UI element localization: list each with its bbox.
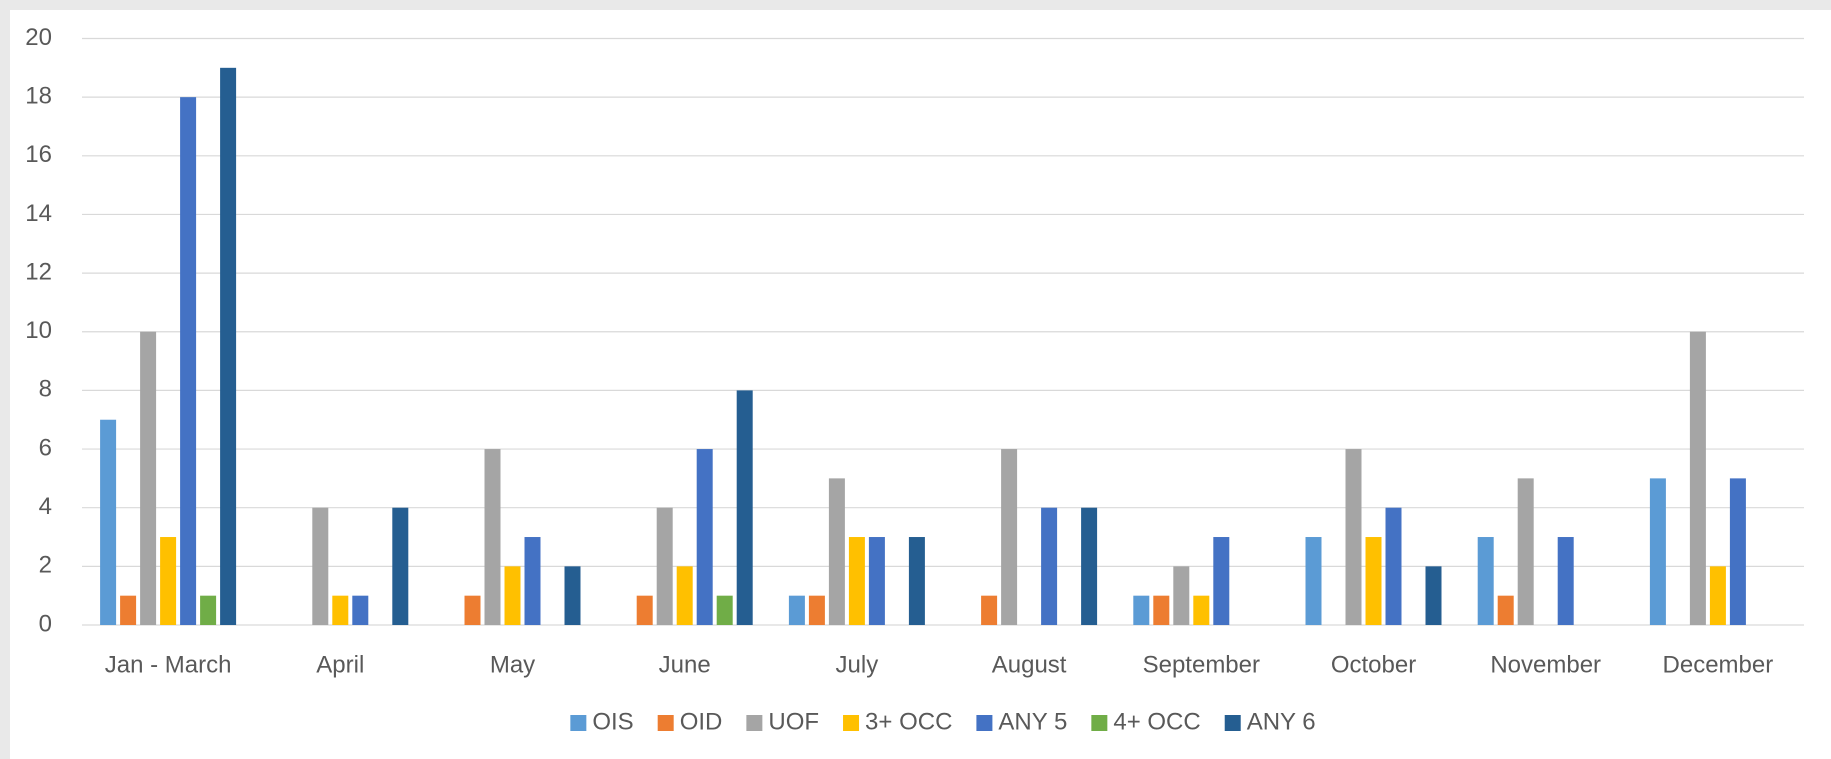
- bar: [1041, 507, 1058, 625]
- legend-swatch: [843, 715, 860, 731]
- bar: [788, 595, 805, 625]
- x-tick-label: May: [490, 651, 535, 678]
- bar: [808, 595, 825, 625]
- legend-label: OIS: [592, 708, 633, 735]
- bar: [464, 595, 481, 625]
- y-tick-label: 14: [25, 200, 52, 227]
- bar: [1345, 449, 1362, 625]
- x-tick-label: Jan - March: [105, 651, 232, 678]
- bar: [676, 566, 693, 625]
- bar: [564, 566, 581, 625]
- bar: [656, 507, 673, 625]
- bar: [1305, 537, 1322, 625]
- bar: [981, 595, 998, 625]
- bar: [220, 67, 237, 625]
- y-tick-label: 6: [39, 434, 52, 461]
- y-tick-label: 16: [25, 141, 52, 168]
- bar: [200, 595, 217, 625]
- x-tick-label: October: [1331, 651, 1416, 678]
- x-tick-label: December: [1663, 651, 1774, 678]
- x-tick-label: November: [1490, 651, 1601, 678]
- legend-swatch: [1224, 715, 1241, 731]
- bar: [696, 449, 713, 625]
- bar: [1081, 507, 1098, 625]
- bar: [868, 537, 885, 625]
- x-tick-label: June: [659, 651, 711, 678]
- bar: [1365, 537, 1382, 625]
- y-tick-label: 10: [25, 317, 52, 344]
- legend-label: OID: [680, 708, 723, 735]
- bar: [484, 449, 501, 625]
- bar: [1001, 449, 1018, 625]
- bar: [100, 419, 117, 625]
- bar: [1649, 478, 1666, 625]
- bar: [140, 331, 157, 625]
- bar: [1709, 566, 1726, 625]
- bar: [716, 595, 733, 625]
- bar: [1385, 507, 1402, 625]
- bar: [1425, 566, 1442, 625]
- bar: [1193, 595, 1210, 625]
- bar: [1517, 478, 1534, 625]
- bar: [736, 390, 753, 625]
- y-tick-label: 20: [25, 24, 52, 51]
- legend-label: 4+ OCC: [1113, 708, 1200, 735]
- bar: [312, 507, 329, 625]
- legend-label: ANY 6: [1247, 708, 1316, 735]
- y-tick-label: 0: [39, 610, 52, 637]
- chart-background: [10, 10, 1831, 759]
- bar: [1497, 595, 1514, 625]
- bar: [332, 595, 349, 625]
- y-tick-label: 8: [39, 376, 52, 403]
- legend-swatch: [657, 715, 674, 731]
- legend-swatch: [1091, 715, 1108, 731]
- legend-label: 3+ OCC: [865, 708, 952, 735]
- bar: [908, 537, 925, 625]
- x-tick-label: April: [316, 651, 364, 678]
- bar: [160, 537, 177, 625]
- bar: [1557, 537, 1574, 625]
- legend-swatch: [570, 715, 587, 731]
- bar: [504, 566, 521, 625]
- y-tick-label: 4: [39, 493, 52, 520]
- x-tick-label: September: [1143, 651, 1260, 678]
- bar: [636, 595, 653, 625]
- bar: [1133, 595, 1150, 625]
- bar: [1173, 566, 1190, 625]
- bar: [392, 507, 409, 625]
- bar: [1153, 595, 1170, 625]
- legend-swatch: [746, 715, 763, 731]
- x-tick-label: July: [836, 651, 879, 678]
- legend-label: UOF: [768, 708, 819, 735]
- legend-swatch: [976, 715, 993, 731]
- bar: [1213, 537, 1230, 625]
- y-tick-label: 12: [25, 258, 52, 285]
- y-tick-label: 18: [25, 82, 52, 109]
- x-tick-label: August: [992, 651, 1067, 678]
- bar: [828, 478, 845, 625]
- bar: [352, 595, 369, 625]
- bar: [848, 537, 865, 625]
- bar: [524, 537, 541, 625]
- bar: [1477, 537, 1494, 625]
- bar: [1729, 478, 1746, 625]
- y-tick-label: 2: [39, 552, 52, 579]
- bar: [180, 97, 197, 625]
- bar: [1689, 331, 1706, 625]
- legend-label: ANY 5: [998, 708, 1067, 735]
- bar: [120, 595, 137, 625]
